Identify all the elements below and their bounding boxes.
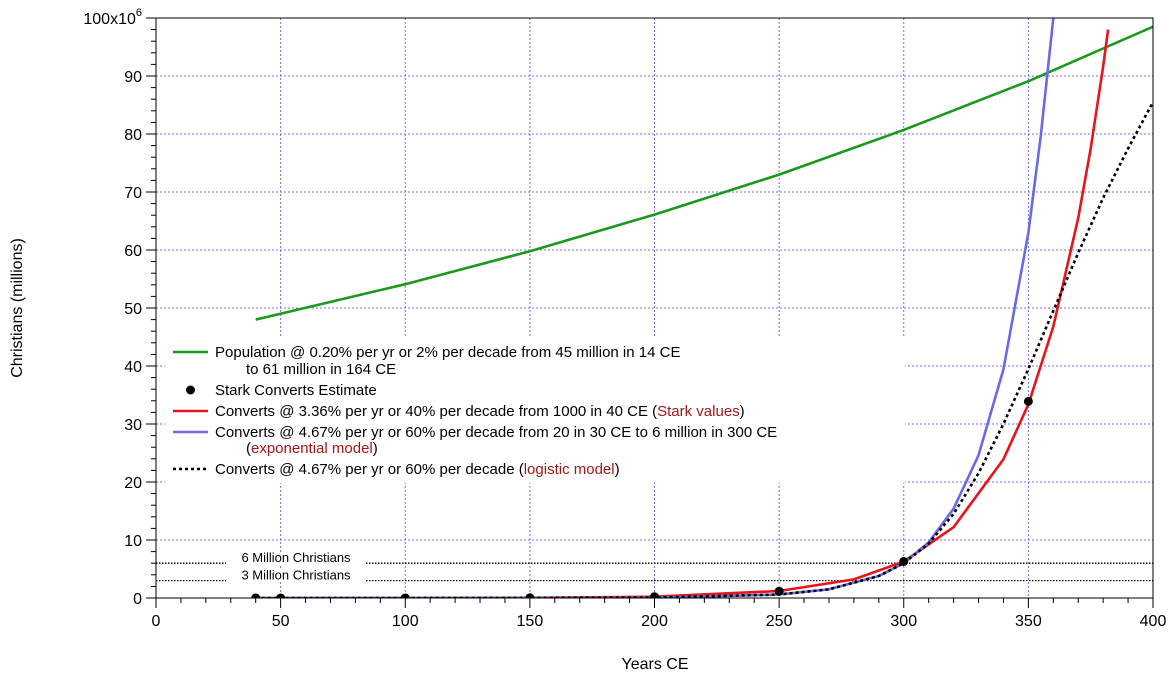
reference-label-bg xyxy=(226,569,366,582)
reference-lines: 6 Million Christians 3 Million Christians xyxy=(156,550,1153,583)
series-group xyxy=(251,18,1153,598)
y-tick-label: 60 xyxy=(124,243,142,260)
y-tick-label: 50 xyxy=(124,301,142,318)
reference-line-label: 6 Million Christians xyxy=(241,550,351,565)
x-tick-label: 100 xyxy=(392,613,419,630)
legend: Population @ 0.20% per yr or 2% per deca… xyxy=(165,338,905,483)
y-tick-label: 90 xyxy=(124,69,142,86)
y-tick-label: 40 xyxy=(124,359,142,376)
y-tick-label: 30 xyxy=(124,417,142,434)
y-tick-label: 20 xyxy=(124,475,142,492)
legend-entry-line2: to 61 million in 164 CE xyxy=(246,361,396,378)
legend-entry: Stark Converts Estimate xyxy=(215,382,377,399)
y-top-tick-label: 100x106 xyxy=(83,7,142,28)
x-tick-label: 150 xyxy=(517,613,544,630)
reference-line-label: 3 Million Christians xyxy=(241,568,351,583)
series-line-2 xyxy=(255,29,1110,598)
x-tick-label: 350 xyxy=(1015,613,1042,630)
stark-estimate-point xyxy=(1023,396,1033,406)
x-tick-label: 400 xyxy=(1140,613,1167,630)
stark-estimate-point xyxy=(650,592,659,598)
x-axis-label: Years CE xyxy=(622,656,689,673)
legend-background xyxy=(165,338,905,483)
y-tick-label: 80 xyxy=(124,127,142,144)
series-line-0 xyxy=(255,25,1153,321)
axes: 0 50 100 150 200 250 300 350 400 0 10 20 30 40 50 60 70 8… xyxy=(83,7,1166,630)
reference-label-bg xyxy=(226,552,366,565)
legend-entry-line2: (exponential model) xyxy=(246,440,378,457)
stark-estimate-point xyxy=(400,593,410,598)
x-tick-label: 250 xyxy=(766,613,793,630)
x-tick-label: 0 xyxy=(152,613,161,630)
x-tick-label: 50 xyxy=(272,613,290,630)
stark-estimate-point xyxy=(899,556,909,566)
stark-estimate-point xyxy=(525,593,535,598)
y-tick-label: 70 xyxy=(124,185,142,202)
legend-symbol xyxy=(186,385,195,395)
y-tick-label: 0 xyxy=(133,591,142,608)
legend-entry: Converts @ 4.67% per yr or 60% per decad… xyxy=(215,424,777,441)
y-axis-label: Christians (millions) xyxy=(9,238,26,378)
series-clip xyxy=(251,18,1153,598)
x-tick-label: 300 xyxy=(890,613,917,630)
legend-entry: Converts @ 4.67% per yr or 60% per decad… xyxy=(215,461,620,478)
legend-entry: Converts @ 3.36% per yr or 40% per decad… xyxy=(215,403,745,420)
stark-estimate-point xyxy=(251,593,261,598)
legend-entry: Population @ 0.20% per yr or 2% per deca… xyxy=(215,344,680,361)
stark-estimate-point xyxy=(276,593,286,598)
x-tick-label: 200 xyxy=(641,613,668,630)
y-tick-label: 10 xyxy=(124,533,142,550)
stark-estimate-point xyxy=(774,586,784,596)
